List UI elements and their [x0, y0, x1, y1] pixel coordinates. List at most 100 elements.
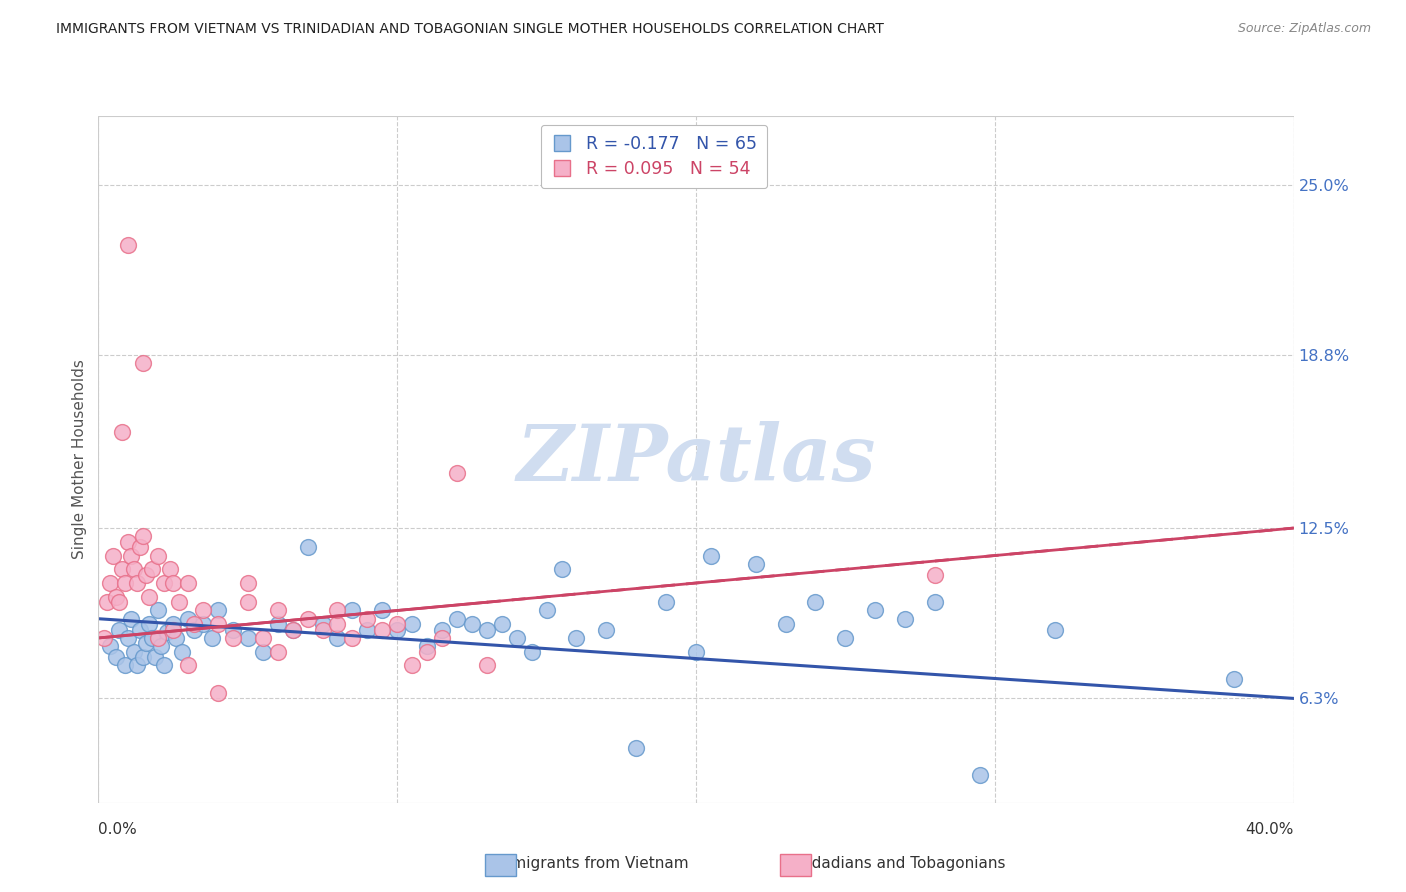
- Point: [127, 658, 149, 673]
- Point: [506, 631, 529, 645]
- Point: [326, 617, 349, 632]
- Point: [96, 595, 118, 609]
- Point: [172, 645, 194, 659]
- Point: [371, 603, 394, 617]
- Point: [342, 603, 364, 617]
- Point: [281, 623, 304, 637]
- Text: Trinidadians and Tobagonians: Trinidadians and Tobagonians: [780, 856, 1005, 871]
- Point: [124, 562, 146, 576]
- Point: [267, 603, 290, 617]
- Point: [430, 623, 453, 637]
- Point: [700, 549, 723, 563]
- Point: [117, 631, 139, 645]
- Point: [108, 623, 131, 637]
- Point: [222, 623, 245, 637]
- Point: [183, 623, 205, 637]
- Point: [105, 650, 128, 665]
- Point: [252, 645, 274, 659]
- Point: [356, 623, 378, 637]
- Text: Immigrants from Vietnam: Immigrants from Vietnam: [492, 856, 689, 871]
- Point: [177, 612, 200, 626]
- Point: [156, 625, 179, 640]
- Point: [129, 541, 152, 555]
- Point: [148, 603, 170, 617]
- Point: [326, 603, 349, 617]
- Y-axis label: Single Mother Households: Single Mother Households: [72, 359, 87, 559]
- Point: [167, 595, 190, 609]
- Point: [127, 576, 149, 591]
- Point: [595, 623, 617, 637]
- Point: [565, 631, 588, 645]
- Point: [117, 534, 139, 549]
- Bar: [98, 116, 1294, 803]
- Point: [745, 557, 768, 571]
- Point: [114, 658, 136, 673]
- Point: [120, 612, 142, 626]
- Point: [93, 631, 115, 645]
- Point: [475, 623, 498, 637]
- Point: [100, 576, 122, 591]
- Point: [141, 631, 163, 645]
- Point: [297, 541, 319, 555]
- Point: [236, 595, 259, 609]
- Point: [153, 658, 176, 673]
- Point: [105, 590, 128, 604]
- Point: [491, 617, 513, 632]
- Point: [111, 562, 134, 576]
- Point: [655, 595, 678, 609]
- Text: Source: ZipAtlas.com: Source: ZipAtlas.com: [1237, 22, 1371, 36]
- Point: [550, 562, 572, 576]
- Point: [135, 636, 157, 650]
- Point: [135, 567, 157, 582]
- Point: [207, 603, 229, 617]
- Point: [207, 617, 229, 632]
- Point: [108, 595, 131, 609]
- Point: [326, 631, 349, 645]
- Point: [100, 639, 122, 653]
- Point: [297, 612, 319, 626]
- Point: [446, 466, 468, 480]
- Point: [536, 603, 558, 617]
- Point: [834, 631, 856, 645]
- Point: [461, 617, 484, 632]
- Point: [267, 617, 290, 632]
- Point: [1222, 672, 1246, 686]
- Text: IMMIGRANTS FROM VIETNAM VS TRINIDADIAN AND TOBAGONIAN SINGLE MOTHER HOUSEHOLDS C: IMMIGRANTS FROM VIETNAM VS TRINIDADIAN A…: [56, 22, 884, 37]
- Point: [114, 576, 136, 591]
- Point: [356, 612, 378, 626]
- Point: [236, 576, 259, 591]
- Point: [401, 658, 423, 673]
- Point: [924, 567, 946, 582]
- Point: [475, 658, 498, 673]
- Point: [969, 768, 991, 782]
- Point: [177, 576, 200, 591]
- Point: [342, 631, 364, 645]
- Point: [141, 562, 163, 576]
- Point: [894, 612, 917, 626]
- Point: [162, 617, 184, 632]
- Point: [385, 617, 409, 632]
- Point: [132, 356, 155, 370]
- Point: [120, 549, 142, 563]
- Point: [150, 639, 173, 653]
- Point: [222, 631, 245, 645]
- Point: [311, 623, 333, 637]
- Point: [124, 645, 146, 659]
- Point: [371, 623, 394, 637]
- Text: 40.0%: 40.0%: [1246, 822, 1294, 837]
- Point: [804, 595, 827, 609]
- Point: [117, 238, 139, 252]
- Text: ZIPatlas: ZIPatlas: [516, 421, 876, 498]
- Point: [401, 617, 423, 632]
- Point: [129, 623, 152, 637]
- Point: [385, 623, 409, 637]
- Point: [111, 425, 134, 439]
- Point: [138, 617, 160, 632]
- Point: [162, 623, 184, 637]
- Point: [281, 623, 304, 637]
- Point: [165, 631, 187, 645]
- Point: [267, 645, 290, 659]
- Point: [626, 740, 648, 755]
- Point: [252, 631, 274, 645]
- Point: [103, 549, 125, 563]
